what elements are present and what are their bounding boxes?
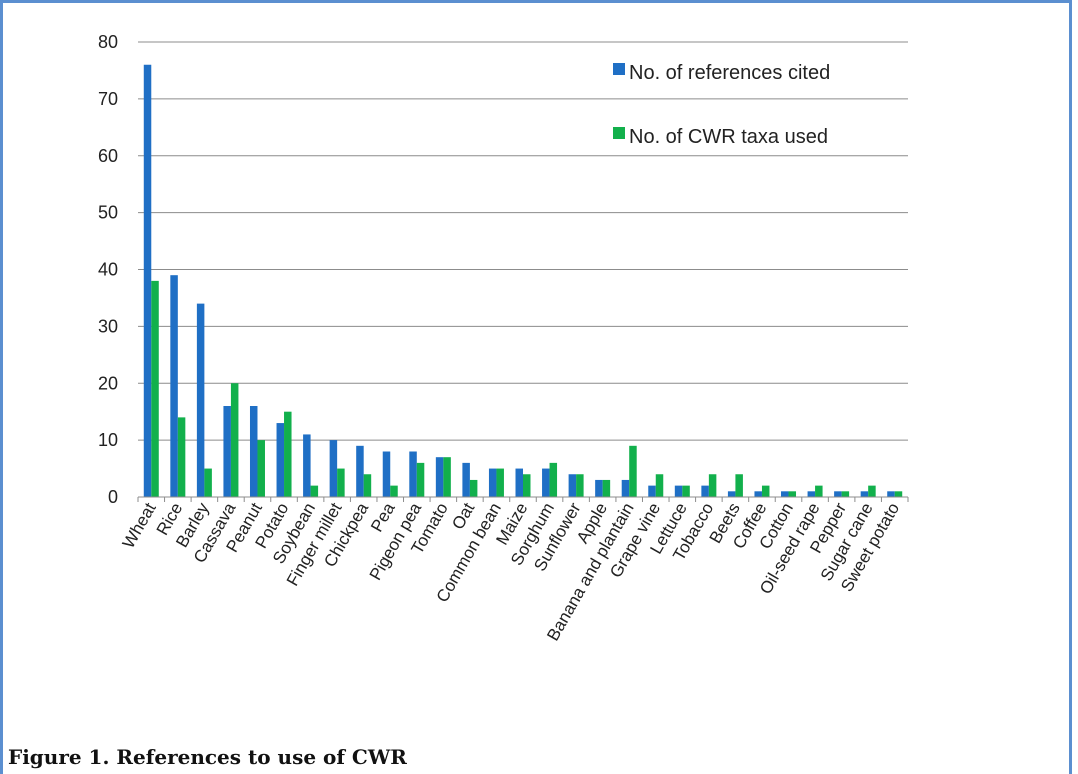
bar-cwr-taxa	[257, 440, 265, 497]
bar-cwr-taxa	[761, 485, 770, 497]
figure-caption: Figure 1. References to use of CWR	[8, 745, 407, 769]
bar-references	[621, 479, 630, 497]
bar-cwr-taxa	[655, 474, 664, 497]
x-axis-labels: WheatRiceBarleyCassavaPeanutPotatoSoybea…	[119, 497, 909, 644]
bar-cwr-taxa	[549, 462, 558, 497]
bar-cwr-taxa	[204, 468, 212, 497]
y-tick-label: 70	[98, 89, 118, 109]
bar-cwr-taxa	[496, 468, 504, 497]
bar-references	[701, 485, 709, 497]
bar-cwr-taxa	[310, 485, 319, 497]
bar-references	[515, 468, 523, 497]
bar-cwr-taxa	[469, 479, 478, 497]
bar-references	[356, 445, 364, 497]
y-tick-label: 50	[98, 203, 118, 223]
bar-references	[435, 457, 444, 497]
legend-label-references: No. of references cited	[629, 62, 830, 84]
bar-references	[249, 406, 258, 497]
y-tick-label: 0	[108, 487, 118, 507]
bar-cwr-taxa	[868, 485, 876, 497]
y-tick-label: 10	[98, 430, 118, 450]
bar-references	[595, 479, 603, 497]
bar-cwr-taxa	[602, 479, 611, 497]
bar-cwr-taxa	[735, 474, 743, 497]
bar-cwr-taxa	[363, 474, 372, 497]
bar-references	[196, 303, 205, 497]
bars	[143, 64, 903, 497]
x-category-label: Wheat	[119, 499, 160, 551]
bar-references	[860, 491, 869, 497]
bar-references	[542, 468, 550, 497]
bar-references	[754, 491, 762, 497]
bar-references	[462, 462, 470, 497]
bar-cwr-taxa	[788, 491, 797, 497]
bar-references	[382, 451, 391, 497]
bar-references	[568, 474, 577, 497]
bar-cwr-taxa	[682, 485, 690, 497]
bar-references	[834, 491, 842, 497]
bar-references	[648, 485, 656, 497]
bar-cwr-taxa	[416, 462, 425, 497]
bar-references	[329, 440, 338, 497]
bar-cwr-taxa	[894, 491, 903, 497]
bar-cwr-taxa	[629, 445, 637, 497]
y-axis-ticks: 0 10 20 30 40 50 60 70 80	[98, 32, 118, 507]
bar-cwr-taxa	[576, 474, 584, 497]
y-tick-label: 30	[98, 316, 118, 336]
bar-cwr-taxa	[151, 280, 159, 497]
bar-references	[276, 423, 285, 497]
y-tick-label: 40	[98, 260, 118, 280]
legend: No. of references cited No. of CWR taxa …	[613, 62, 830, 148]
bar-references	[143, 64, 152, 497]
bar-references	[781, 491, 789, 497]
bar-references	[807, 491, 816, 497]
bar-cwr-taxa	[390, 485, 398, 497]
legend-swatch-references	[613, 63, 625, 75]
bar-cwr-taxa	[337, 468, 345, 497]
bar-references	[887, 491, 895, 497]
bar-cwr-taxa	[523, 474, 531, 497]
bar-references	[170, 275, 178, 497]
bar-references	[488, 468, 497, 497]
legend-label-cwr-taxa: No. of CWR taxa used	[629, 126, 828, 148]
bar-references	[303, 434, 311, 497]
legend-swatch-cwr-taxa	[613, 127, 625, 139]
bar-cwr-taxa	[177, 417, 186, 497]
y-tick-label: 60	[98, 146, 118, 166]
bar-cwr-taxa	[841, 491, 850, 497]
bar-cwr-taxa	[443, 457, 451, 497]
bar-references	[409, 451, 417, 497]
y-tick-label: 20	[98, 373, 118, 393]
bar-cwr-taxa	[230, 383, 239, 497]
y-tick-label: 80	[98, 32, 118, 52]
bar-cwr-taxa	[284, 411, 292, 497]
bar-cwr-taxa	[815, 485, 823, 497]
bar-references	[223, 406, 231, 497]
bar-chart: 0 10 20 30 40 50 60 70 80 WheatRiceBarleyCassava…	[98, 32, 909, 644]
gridlines	[138, 41, 908, 441]
bar-references	[674, 485, 683, 497]
bar-cwr-taxa	[708, 474, 717, 497]
bar-references	[727, 491, 736, 497]
